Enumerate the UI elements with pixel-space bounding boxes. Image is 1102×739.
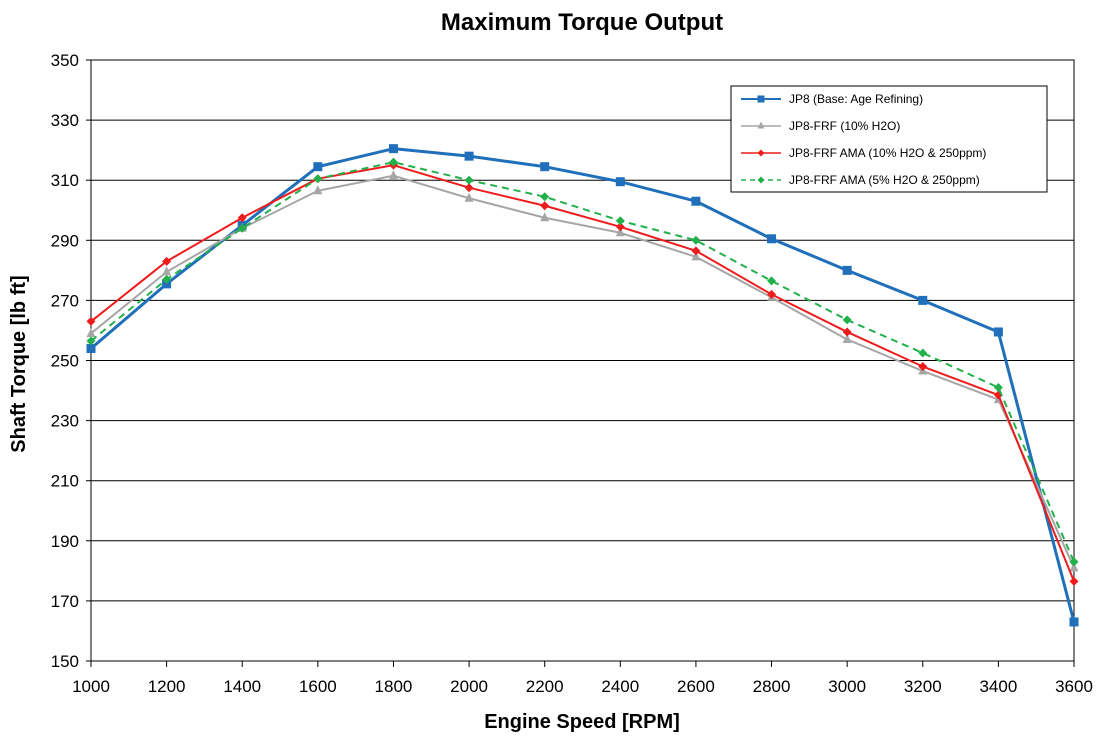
data-point	[464, 175, 474, 185]
data-point	[842, 327, 852, 337]
x-tick-label: 3000	[828, 677, 866, 696]
data-point	[757, 149, 765, 157]
x-axis: 1000 1200 1400 1600 1800 2000 2200 2400 2600 2800…	[72, 661, 1093, 696]
y-axis: 150 170 190 210 230 250 270 290 310 330 350	[51, 51, 91, 671]
data-point	[540, 212, 550, 222]
y-tick-label: 310	[51, 171, 79, 190]
data-point	[313, 174, 323, 184]
data-point	[757, 95, 765, 103]
series-line	[90, 174, 1075, 569]
x-tick-label: 2200	[526, 677, 564, 696]
data-point	[1069, 562, 1079, 572]
data-point	[313, 162, 323, 172]
data-point	[540, 162, 550, 172]
data-point	[842, 265, 852, 275]
data-point	[464, 192, 474, 202]
data-point	[162, 266, 172, 276]
data-point	[757, 121, 765, 129]
y-tick-label: 290	[51, 231, 79, 250]
data-point	[237, 213, 247, 223]
data-point	[615, 227, 625, 237]
data-point	[767, 276, 777, 286]
data-point	[388, 157, 398, 167]
legend-item: JP8-FRF (10% H2O)	[741, 119, 900, 133]
y-tick-label: 210	[51, 472, 79, 491]
x-tick-label: 1400	[223, 677, 261, 696]
x-tick-label: 3600	[1055, 677, 1093, 696]
x-tick-label: 2400	[601, 677, 639, 696]
data-point	[162, 274, 172, 284]
data-point	[615, 216, 625, 226]
data-point	[464, 151, 474, 161]
data-point	[86, 327, 96, 337]
data-point	[691, 246, 701, 256]
data-point	[842, 315, 852, 325]
data-point	[842, 333, 852, 343]
data-point	[86, 316, 96, 326]
x-tick-label: 3400	[979, 677, 1017, 696]
data-point	[691, 251, 701, 261]
series-4	[86, 157, 1079, 567]
y-tick-label: 350	[51, 51, 79, 70]
legend-label: JP8 (Base: Age Refining)	[789, 92, 923, 106]
series-3	[86, 160, 1079, 586]
x-tick-label: 2800	[753, 677, 791, 696]
series-group	[86, 144, 1079, 627]
chart-title: Maximum Torque Output	[441, 9, 723, 36]
data-point	[918, 295, 928, 305]
legend-label: JP8-FRF AMA (10% H2O & 250ppm)	[789, 146, 986, 160]
legend: JP8 (Base: Age Refining) JP8-FRF (10% H2O…	[730, 85, 1048, 193]
legend-label: JP8-FRF AMA (5% H2O & 250ppm)	[789, 173, 980, 187]
series-line	[90, 147, 1076, 623]
y-tick-label: 330	[51, 111, 79, 130]
data-point	[918, 362, 928, 372]
x-tick-label: 1000	[72, 677, 110, 696]
data-point	[162, 279, 172, 289]
data-point	[540, 192, 550, 202]
data-point	[1069, 557, 1079, 567]
y-tick-label: 150	[51, 652, 79, 671]
data-point	[767, 289, 777, 299]
data-point	[691, 196, 701, 206]
y-tick-label: 250	[51, 352, 79, 371]
legend-label: JP8-FRF (10% H2O)	[789, 119, 900, 133]
data-point	[86, 336, 96, 346]
data-point	[86, 343, 96, 353]
data-point	[540, 201, 550, 211]
y-tick-label: 230	[51, 412, 79, 431]
data-point	[162, 256, 172, 266]
y-tick-label: 170	[51, 592, 79, 611]
legend-item: JP8 (Base: Age Refining)	[741, 92, 923, 106]
data-point	[993, 383, 1003, 393]
data-point	[615, 222, 625, 232]
data-point	[918, 348, 928, 358]
x-tick-label: 2600	[677, 677, 715, 696]
data-point	[313, 185, 323, 195]
data-point	[237, 223, 247, 233]
data-point	[993, 327, 1003, 337]
y-axis-label: Shaft Torque [lb ft]	[8, 275, 30, 452]
data-point	[767, 234, 777, 244]
data-point	[615, 177, 625, 187]
legend-item: JP8-FRF AMA (10% H2O & 250ppm)	[741, 146, 986, 160]
legend-box	[730, 85, 1048, 193]
x-tick-label: 1200	[148, 677, 186, 696]
data-point	[464, 183, 474, 193]
x-axis-label: Engine Speed [RPM]	[484, 711, 680, 733]
data-point	[757, 176, 765, 184]
legend-item: JP8-FRF AMA (5% H2O & 250ppm)	[741, 173, 980, 187]
x-tick-label: 3200	[904, 677, 942, 696]
y-tick-label: 190	[51, 532, 79, 551]
data-point	[1069, 617, 1079, 627]
x-tick-label: 2000	[450, 677, 488, 696]
series-line	[90, 164, 1075, 582]
y-tick-label: 270	[51, 291, 79, 310]
data-point	[691, 235, 701, 245]
data-point	[388, 170, 398, 180]
x-tick-label: 1600	[299, 677, 337, 696]
data-point	[388, 144, 398, 154]
data-point	[1069, 576, 1079, 586]
x-tick-label: 1800	[375, 677, 413, 696]
